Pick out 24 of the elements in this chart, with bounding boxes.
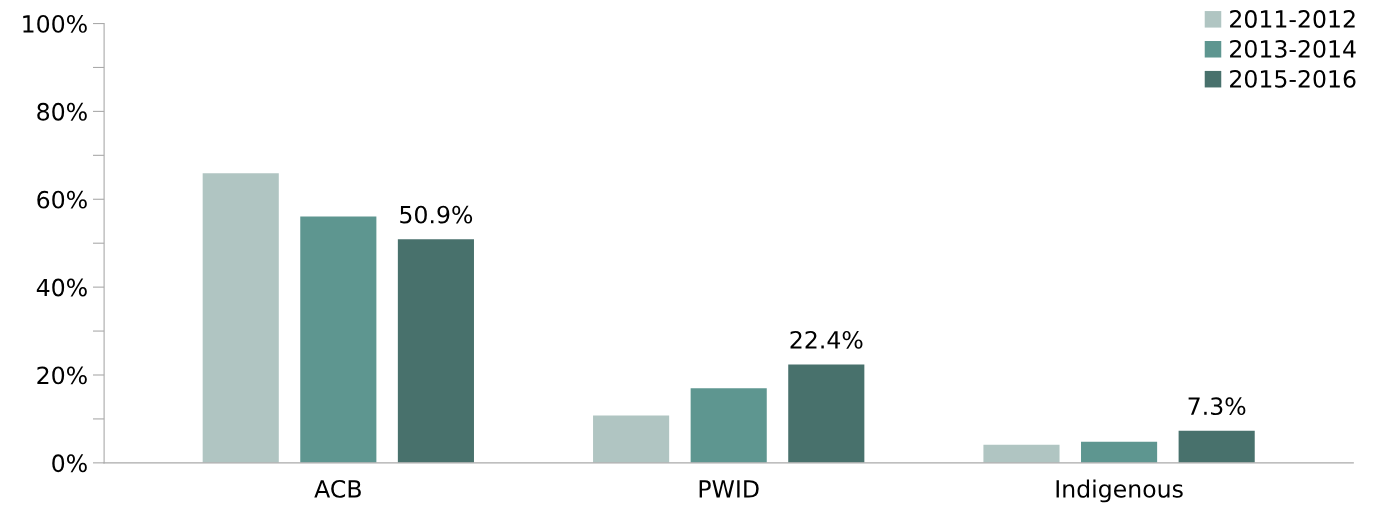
y-tick-label: 40% xyxy=(36,278,87,297)
bar xyxy=(1081,441,1158,463)
legend-label: 2011-2012 xyxy=(1230,10,1355,28)
legend-label: 2013-2014 xyxy=(1230,39,1356,58)
bar xyxy=(690,388,767,463)
legend-label: 2015-2016 xyxy=(1230,69,1356,88)
bar xyxy=(593,415,670,463)
bar xyxy=(397,239,474,463)
data-label: 7.3% xyxy=(1188,397,1246,416)
y-tick-label: 0% xyxy=(52,454,87,473)
bar xyxy=(983,444,1060,463)
x-tick-label: Indigenous xyxy=(1056,479,1183,503)
x-tick-label: ACB xyxy=(314,479,361,498)
bar xyxy=(1178,430,1255,463)
y-tick-label: 100% xyxy=(23,14,87,33)
bar xyxy=(788,364,865,463)
y-tick-label: 20% xyxy=(37,366,87,385)
data-label: 50.9% xyxy=(400,205,473,224)
x-tick-label: PWID xyxy=(699,480,759,498)
y-tick-label: 60% xyxy=(37,190,87,209)
bar xyxy=(202,173,279,463)
data-label: 22.4% xyxy=(790,330,863,349)
y-tick-label: 80% xyxy=(37,102,87,121)
bar xyxy=(300,216,377,463)
